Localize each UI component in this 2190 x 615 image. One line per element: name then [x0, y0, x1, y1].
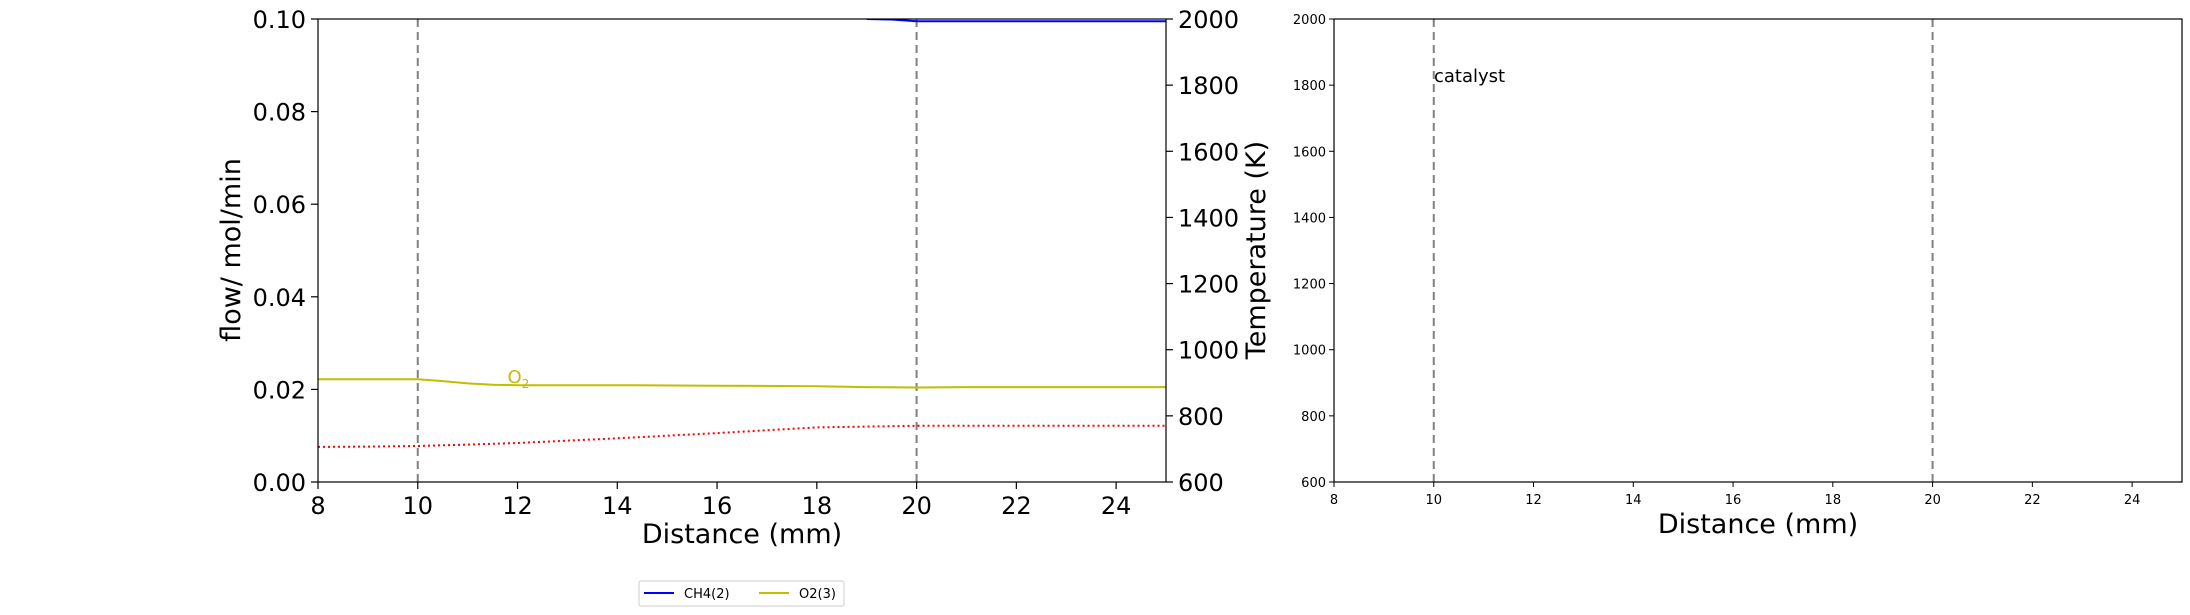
- legend-box: [638, 580, 845, 607]
- y-tick-label: 1800: [1293, 79, 1326, 94]
- y-right-tick-label: 1400: [1178, 204, 1239, 232]
- legend-label-ch4: CH4(2): [684, 587, 730, 602]
- y-tick-label: 1600: [1293, 145, 1326, 160]
- y-right-tick-label: 1000: [1178, 337, 1239, 365]
- ch4-2--series-line: [866, 19, 1166, 23]
- temperature-series-line: [318, 424, 1166, 448]
- x-tick-label: 24: [2124, 493, 2141, 508]
- x-tick-label: 20: [1924, 493, 1941, 508]
- x-tick-label: 20: [901, 492, 932, 520]
- x-tick-label: 12: [1525, 493, 1542, 508]
- y-right-tick-label: 600: [1178, 469, 1224, 497]
- y-tick-label: 600: [1301, 476, 1326, 491]
- o2-annotation: O2: [508, 367, 530, 391]
- o2-3--series-line: [318, 378, 1166, 389]
- y-tick-label: 0.08: [253, 99, 306, 127]
- chart-left-ylabel-right: Temperature (K): [1241, 141, 1272, 360]
- x-tick-label: 14: [1625, 493, 1642, 508]
- x-tick-label: 24: [1101, 492, 1132, 520]
- y-right-tick-label: 1800: [1178, 72, 1239, 100]
- y-right-tick-label: 800: [1178, 403, 1224, 431]
- chart-left-ylabel: flow/ mol/min: [216, 158, 247, 342]
- x-tick-label: 8: [310, 492, 325, 520]
- x-tick-label: 18: [802, 492, 833, 520]
- y-tick-label: 0.04: [253, 284, 306, 312]
- y-tick-label: 800: [1301, 410, 1326, 425]
- x-tick-label: 8: [1330, 493, 1338, 508]
- catalyst-annotation: catalyst: [1434, 66, 1505, 87]
- chart-right-xlabel: Distance (mm): [1658, 509, 1858, 540]
- x-tick-label: 16: [1725, 493, 1742, 508]
- y-tick-label: 0.06: [253, 191, 306, 219]
- y-right-tick-label: 2000: [1178, 6, 1239, 34]
- legend: CH4(2) O2(3): [638, 580, 845, 607]
- chart-right: 8 10 12 14 16 18 20 22 24 600 800 1000 1200 1400 1600…: [1293, 13, 2183, 540]
- y-tick-label: 1000: [1293, 344, 1326, 359]
- y-tick-label: 0.02: [253, 376, 306, 404]
- y-right-tick-label: 1200: [1178, 271, 1239, 299]
- x-tick-label: 14: [602, 492, 633, 520]
- x-tick-label: 12: [502, 492, 533, 520]
- y-tick-label: 1400: [1293, 211, 1326, 226]
- chart-left-xlabel: Distance (mm): [642, 519, 842, 550]
- y-tick-label: 1200: [1293, 278, 1326, 293]
- x-tick-label: 18: [1825, 493, 1842, 508]
- x-tick-label: 10: [402, 492, 433, 520]
- legend-label-o2: O2(3): [799, 587, 836, 602]
- y-tick-label: 0.10: [253, 6, 306, 34]
- chart-left-frame: [317, 18, 1167, 483]
- chart-left: 8 10 12 14 16 18 20 22 24 0.00 0.02 0.04 0.06 0.08 0.…: [216, 6, 1272, 550]
- chart-right-frame: [1333, 18, 2183, 483]
- x-tick-label: 16: [702, 492, 733, 520]
- y-right-tick-label: 1600: [1178, 138, 1239, 166]
- y-tick-label: 2000: [1293, 13, 1326, 28]
- x-tick-label: 22: [2024, 493, 2041, 508]
- x-tick-label: 22: [1001, 492, 1032, 520]
- x-tick-label: 10: [1425, 493, 1442, 508]
- y-tick-label: 0.00: [253, 469, 306, 497]
